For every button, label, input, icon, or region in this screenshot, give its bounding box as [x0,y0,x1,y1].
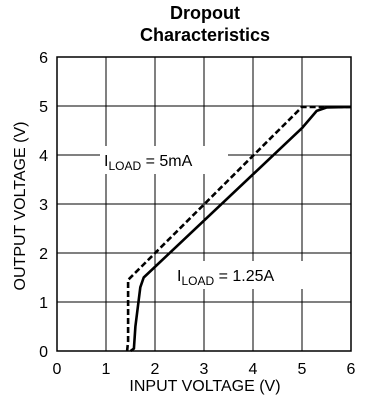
x-tick-label: 3 [200,361,209,378]
y-tick-label: 4 [39,148,48,165]
label-5ma-background [100,146,228,174]
label-125a: ILOAD = 1.25A [177,268,275,288]
y-tick-label: 5 [39,99,48,116]
x-tick-label: 0 [53,361,62,378]
y-tick-labels: 0 1 2 3 4 5 6 [39,50,48,361]
x-tick-label: 2 [151,361,160,378]
y-tick-label: 0 [39,344,48,361]
label-5ma: ILOAD = 5mA [104,153,193,173]
plot-frame [56,56,352,352]
x-tick-label: 4 [249,361,258,378]
grid-lines [57,57,351,351]
y-tick-label: 6 [39,50,48,67]
label-125a-background [173,261,303,289]
series-lines [125,105,352,353]
chart-title: Dropout Characteristics [0,2,373,46]
chart-title-line-1: Dropout [170,3,240,23]
x-axis-title: INPUT VOLTAGE (V) [129,378,280,395]
chart-title-line-2: Characteristics [139,25,271,45]
series-line-5ma [125,105,351,352]
series-line-1-25a [129,105,352,353]
y-tick-label: 3 [39,197,48,214]
y-tick-label: 2 [39,246,48,263]
x-tick-labels: 0 1 2 3 4 5 6 [53,361,356,378]
y-axis-title: OUTPUT VOLTAGE (V) [12,122,29,291]
x-tick-label: 6 [347,361,356,378]
x-tick-label: 5 [298,361,307,378]
x-tick-label: 1 [102,361,111,378]
y-tick-label: 1 [39,295,48,312]
